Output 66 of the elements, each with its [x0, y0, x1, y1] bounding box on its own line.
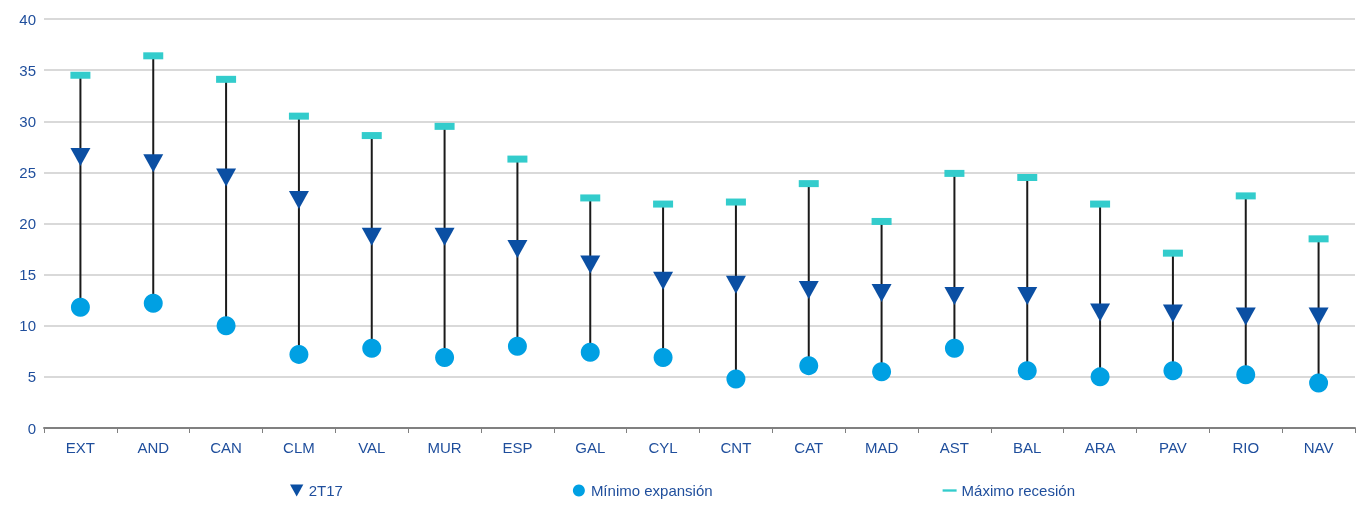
point — [1162, 304, 1183, 323]
x-tick-label: CYL — [648, 439, 678, 456]
point — [1235, 307, 1256, 326]
point — [289, 344, 309, 364]
y-tick-label: 0 — [27, 419, 36, 437]
x-tick-label: RIO — [1232, 439, 1260, 456]
point — [653, 271, 674, 290]
point — [653, 347, 673, 367]
point — [435, 347, 455, 367]
point — [1090, 303, 1111, 322]
x-tick-label: NAV — [1303, 439, 1334, 456]
x-tick-label: CLM — [283, 439, 315, 456]
point — [1309, 373, 1329, 393]
point — [507, 240, 528, 259]
point — [216, 316, 236, 336]
point — [944, 338, 964, 358]
point — [726, 369, 746, 389]
x-tick-label: ESP — [502, 439, 533, 456]
point — [1017, 287, 1038, 306]
y-tick-label: 25 — [19, 163, 36, 181]
x-tick-label: CNT — [720, 439, 752, 456]
point — [872, 362, 892, 382]
point — [507, 336, 527, 356]
x-tick-label: CAN — [210, 439, 242, 456]
y-tick-label: 30 — [19, 112, 36, 130]
point — [1017, 361, 1037, 381]
point — [799, 356, 819, 376]
y-tick-label: 5 — [27, 368, 36, 386]
y-tick-label: 15 — [19, 266, 36, 284]
point — [70, 297, 90, 317]
x-tick-label: CAT — [794, 439, 824, 456]
point — [143, 293, 163, 313]
y-tick-label: 20 — [19, 215, 36, 232]
x-tick-label: AND — [137, 439, 170, 456]
point — [70, 148, 91, 167]
x-tick-label: BAL — [1013, 439, 1042, 456]
y-tick-label: 40 — [19, 10, 36, 28]
x-tick-label: PAV — [1159, 439, 1187, 456]
point — [361, 227, 382, 246]
legend-label: Mínimo expansión — [590, 482, 713, 499]
point — [871, 284, 892, 303]
x-tick-label: EXT — [65, 439, 96, 456]
point — [725, 275, 746, 294]
y-tick-label: 35 — [19, 61, 36, 79]
x-tick-label: ARA — [1084, 439, 1116, 456]
point — [216, 168, 237, 187]
point — [798, 280, 819, 299]
point — [143, 154, 164, 173]
point — [580, 255, 601, 274]
x-tick-label: MUR — [427, 439, 462, 456]
point — [944, 287, 965, 306]
point — [1308, 307, 1329, 326]
legend-label: 2T17 — [308, 482, 343, 499]
point — [1163, 361, 1183, 381]
x-tick-label: GAL — [575, 439, 606, 456]
y-tick-label: 10 — [19, 317, 36, 335]
point — [580, 342, 600, 362]
legend-label: Máximo recesión — [961, 482, 1075, 499]
point — [1090, 367, 1110, 387]
point — [434, 227, 455, 246]
x-tick-label: AST — [939, 439, 970, 456]
point — [1236, 365, 1256, 385]
point — [288, 190, 309, 209]
x-tick-label: VAL — [358, 439, 386, 456]
x-tick-label: MAD — [864, 439, 899, 456]
point — [362, 338, 382, 358]
